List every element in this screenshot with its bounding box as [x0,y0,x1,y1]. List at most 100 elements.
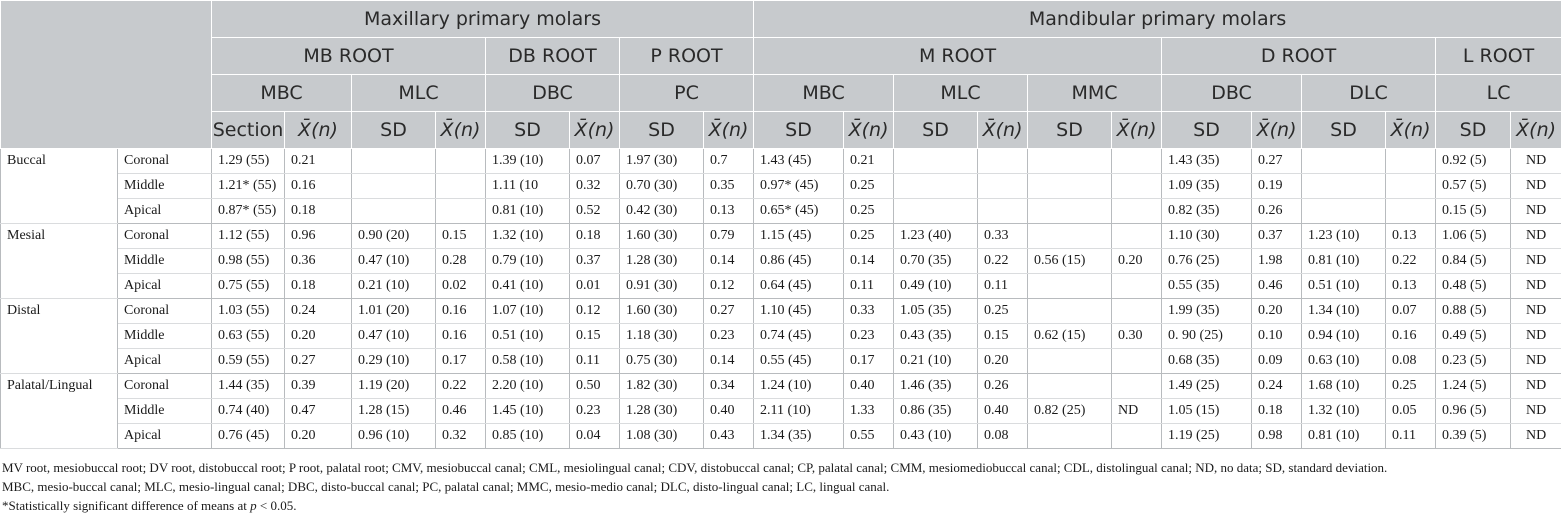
mean-n-cell: 0.81 (10) [1301,423,1387,449]
sd-cell: ND [1510,298,1561,324]
mean-n-cell: 1.32 (10) [1301,398,1387,424]
mean-n-cell: 0.96 (5) [1435,398,1512,424]
mean-n-cell: 1.12 (55) [211,223,285,249]
mean-n-cell: 0.70 (35) [893,248,979,274]
sd-cell [435,198,486,224]
surface-group-cell: Distal [0,298,118,374]
sd-cell: 0.10 [1251,323,1303,349]
sd-cell: 0.18 [284,198,352,224]
mean-n-cell: 2.11 (10) [753,398,845,424]
mean-n-cell: 0.43 (10) [893,423,979,449]
mean-n-cell: 1.43 (45) [753,148,845,174]
mean-n-cell: 0.21 (10) [351,273,436,299]
mean-n-cell: 0.81 (10) [1301,248,1387,274]
mean-n-cell: 0.87* (55) [211,198,285,224]
table-row: Middle 0.74 (40) 0.47 1.28 (15) 0.46 1.45 (10… [1,398,1561,424]
sd-cell: 0.14 [702,348,755,374]
mean-n-header: X̄(n) [1251,111,1303,149]
sd-cell [435,148,486,174]
n-suffix: (n) [1529,119,1557,141]
sd-cell: 0.23 [702,323,755,349]
results-table: Maxillary primary molars Mandibular prim… [0,0,1561,449]
sd-cell: 0.02 [435,273,486,299]
sd-cell: ND [1510,348,1561,374]
sd-cell [1111,148,1163,174]
sd-cell: 0.01 [569,273,620,299]
sd-cell: 0.20 [977,348,1029,374]
sd-header: SD [351,111,436,149]
n-suffix: (n) [311,119,338,141]
n-suffix: (n) [587,119,615,141]
mean-n-cell: 0. 90 (25) [1161,323,1253,349]
mean-n-cell: 1.21* (55) [211,173,285,199]
mean-n-cell: 1.82 (30) [619,373,704,399]
canal-header: MMC [1027,74,1163,112]
section-cell: Coronal [117,298,212,324]
mean-symbol: X̄ [1116,119,1130,141]
sd-cell: 0.26 [977,373,1029,399]
maxillary-header: Maxillary primary molars [210,0,755,38]
sd-cell: 0.47 [284,398,352,424]
mean-n-cell: 0.51 (10) [1301,273,1387,299]
root-header: D ROOT [1161,37,1437,75]
mean-n-cell: 0.74 (40) [211,398,285,424]
sd-header: SD [485,111,570,149]
sd-cell: 0.13 [1385,273,1437,299]
mean-n-cell: 1.29 (55) [211,148,285,174]
mean-n-cell: 0.58 (10) [485,348,570,374]
sd-cell: 0.15 [435,223,486,249]
sd-cell: 0.96 [284,223,352,249]
mean-n-cell: 0.91 (30) [619,273,704,299]
sd-cell: 0.18 [569,223,620,249]
sd-cell: 0.25 [843,173,895,199]
sd-cell: 0.55 [843,423,895,449]
sd-cell: 0.36 [284,248,352,274]
n-suffix: (n) [1129,119,1157,141]
sd-header: SD [1301,111,1387,149]
sd-cell [1385,148,1437,174]
sd-cell: 0.16 [284,173,352,199]
mean-n-cell: 1.32 (10) [485,223,570,249]
mean-n-cell: 0.63 (10) [1301,348,1387,374]
sd-cell: 0.7 [702,148,755,174]
sd-cell: 0.16 [435,323,486,349]
sd-cell: ND [1510,248,1561,274]
mean-n-cell: 0.42 (30) [619,198,704,224]
sd-cell: ND [1510,398,1561,424]
sd-cell: 0.20 [1111,248,1163,274]
sd-cell: ND [1510,373,1561,399]
sd-cell: 0.24 [284,298,352,324]
root-header: P ROOT [618,37,755,75]
sd-cell: 0.40 [843,373,895,399]
n-suffix: (n) [861,119,889,141]
table-row: Distal Coronal 1.03 (55) 0.24 1.01 (20) 0.16 1… [0,298,1561,374]
mean-n-cell: 0.81 (10) [485,198,570,224]
sd-cell: 0.32 [569,173,620,199]
footnote-significance: *Statistically significant difference of… [2,498,297,513]
sd-cell: 0.17 [843,348,895,374]
mean-n-cell: 0.49 (5) [1435,323,1512,349]
mean-n-cell: 1.05 (15) [1161,398,1253,424]
mean-n-cell: 0.15 (5) [1435,198,1512,224]
mean-n-cell: 0.97* (45) [753,173,845,199]
sd-cell [1111,198,1163,224]
sd-cell: 0.52 [569,198,620,224]
sd-cell: 0.23 [569,398,620,424]
section-cell: Middle [117,173,212,199]
sd-cell: 0.34 [702,373,755,399]
sd-cell: 0.11 [1385,423,1437,449]
footnote-canals: MBC, mesio-buccal canal; MLC, mesio-ling… [2,479,890,494]
mean-n-cell: 0.84 (5) [1435,248,1512,274]
sd-cell: 0.07 [569,148,620,174]
mean-n-header: X̄(n) [435,111,486,149]
sd-cell: ND [1510,423,1561,449]
table-row: Middle 0.63 (55) 0.20 0.47 (10) 0.16 0.51 (10… [1,323,1561,349]
sd-cell [1111,423,1163,449]
mean-n-cell: 1.07 (10) [485,298,570,324]
mean-n-cell: 1.23 (40) [893,223,979,249]
sd-cell: 0.27 [284,348,352,374]
mean-n-cell: 0.62 (15) [1027,323,1113,349]
mean-n-cell: 0.23 (5) [1435,348,1512,374]
sd-cell: 0.25 [1385,373,1437,399]
sd-cell: 0.33 [843,298,895,324]
